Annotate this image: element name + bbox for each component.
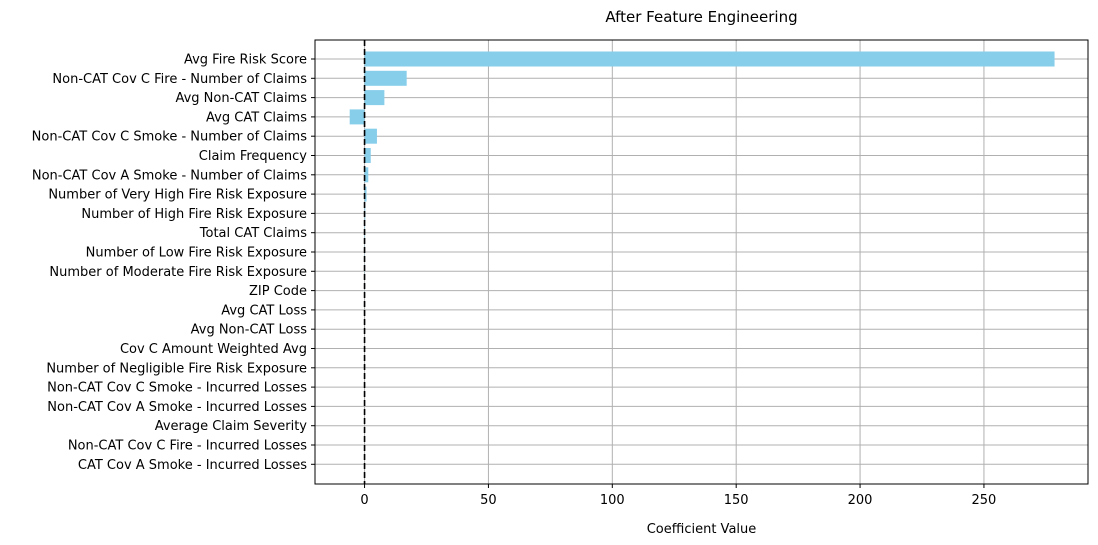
bar: [364, 167, 369, 183]
x-tick-label: 50: [480, 493, 497, 508]
y-tick-label: Non-CAT Cov C Smoke - Incurred Losses: [47, 381, 307, 396]
x-tick-labels: 0 50 100 150 200 250: [360, 484, 996, 508]
bar: [349, 109, 365, 125]
y-tick-label: Number of Very High Fire Risk Exposure: [48, 188, 307, 203]
chart-title: After Feature Engineering: [605, 8, 797, 26]
y-tick-label: Avg CAT Claims: [206, 110, 307, 125]
y-tick-label: Total CAT Claims: [199, 226, 307, 241]
y-tick-label: Number of High Fire Risk Exposure: [81, 207, 307, 222]
x-axis-label: Coefficient Value: [647, 522, 757, 537]
y-tick-label: Avg CAT Loss: [221, 303, 307, 318]
y-tick-label: Claim Frequency: [199, 149, 308, 164]
bar: [364, 186, 367, 202]
y-tick-label: CAT Cov A Smoke - Incurred Losses: [78, 458, 307, 473]
y-tick-label: Non-CAT Cov A Smoke - Number of Claims: [32, 168, 307, 183]
x-tick-label: 250: [972, 493, 997, 508]
y-tick-label: Average Claim Severity: [155, 419, 308, 434]
y-tick-label: Avg Fire Risk Score: [184, 53, 307, 68]
x-tick-label: 150: [724, 493, 749, 508]
plot-frame: [314, 39, 1089, 485]
y-tick-label: Number of Moderate Fire Risk Exposure: [49, 265, 307, 280]
bar: [364, 90, 385, 106]
y-tick-label: ZIP Code: [249, 284, 307, 299]
y-tick-label: Non-CAT Cov A Smoke - Incurred Losses: [47, 400, 307, 415]
y-tick-label: Non-CAT Cov C Fire - Incurred Losses: [68, 439, 307, 454]
y-tick-label: Cov C Amount Weighted Avg: [120, 342, 307, 357]
bar: [364, 148, 371, 163]
y-tick-label: Avg Non-CAT Claims: [175, 91, 307, 106]
y-tick-label: Number of Low Fire Risk Exposure: [86, 246, 307, 261]
x-tick-label: 100: [600, 493, 625, 508]
bar: [364, 70, 407, 86]
y-tick-label: Avg Non-CAT Loss: [191, 323, 308, 338]
x-tick-label: 200: [848, 493, 873, 508]
y-tick-labels: Avg Fire Risk Score Non-CAT Cov C Fire - …: [32, 53, 315, 473]
bars: [349, 51, 1055, 472]
grid-lines: [315, 40, 1088, 484]
y-tick-label: Number of Negligible Fire Risk Exposure: [46, 361, 307, 376]
y-tick-label: Non-CAT Cov C Fire - Number of Claims: [52, 72, 307, 87]
bar: [364, 128, 377, 144]
y-tick-label: Non-CAT Cov C Smoke - Number of Claims: [32, 130, 308, 145]
bar: [364, 51, 1055, 67]
x-tick-label: 0: [360, 493, 368, 508]
